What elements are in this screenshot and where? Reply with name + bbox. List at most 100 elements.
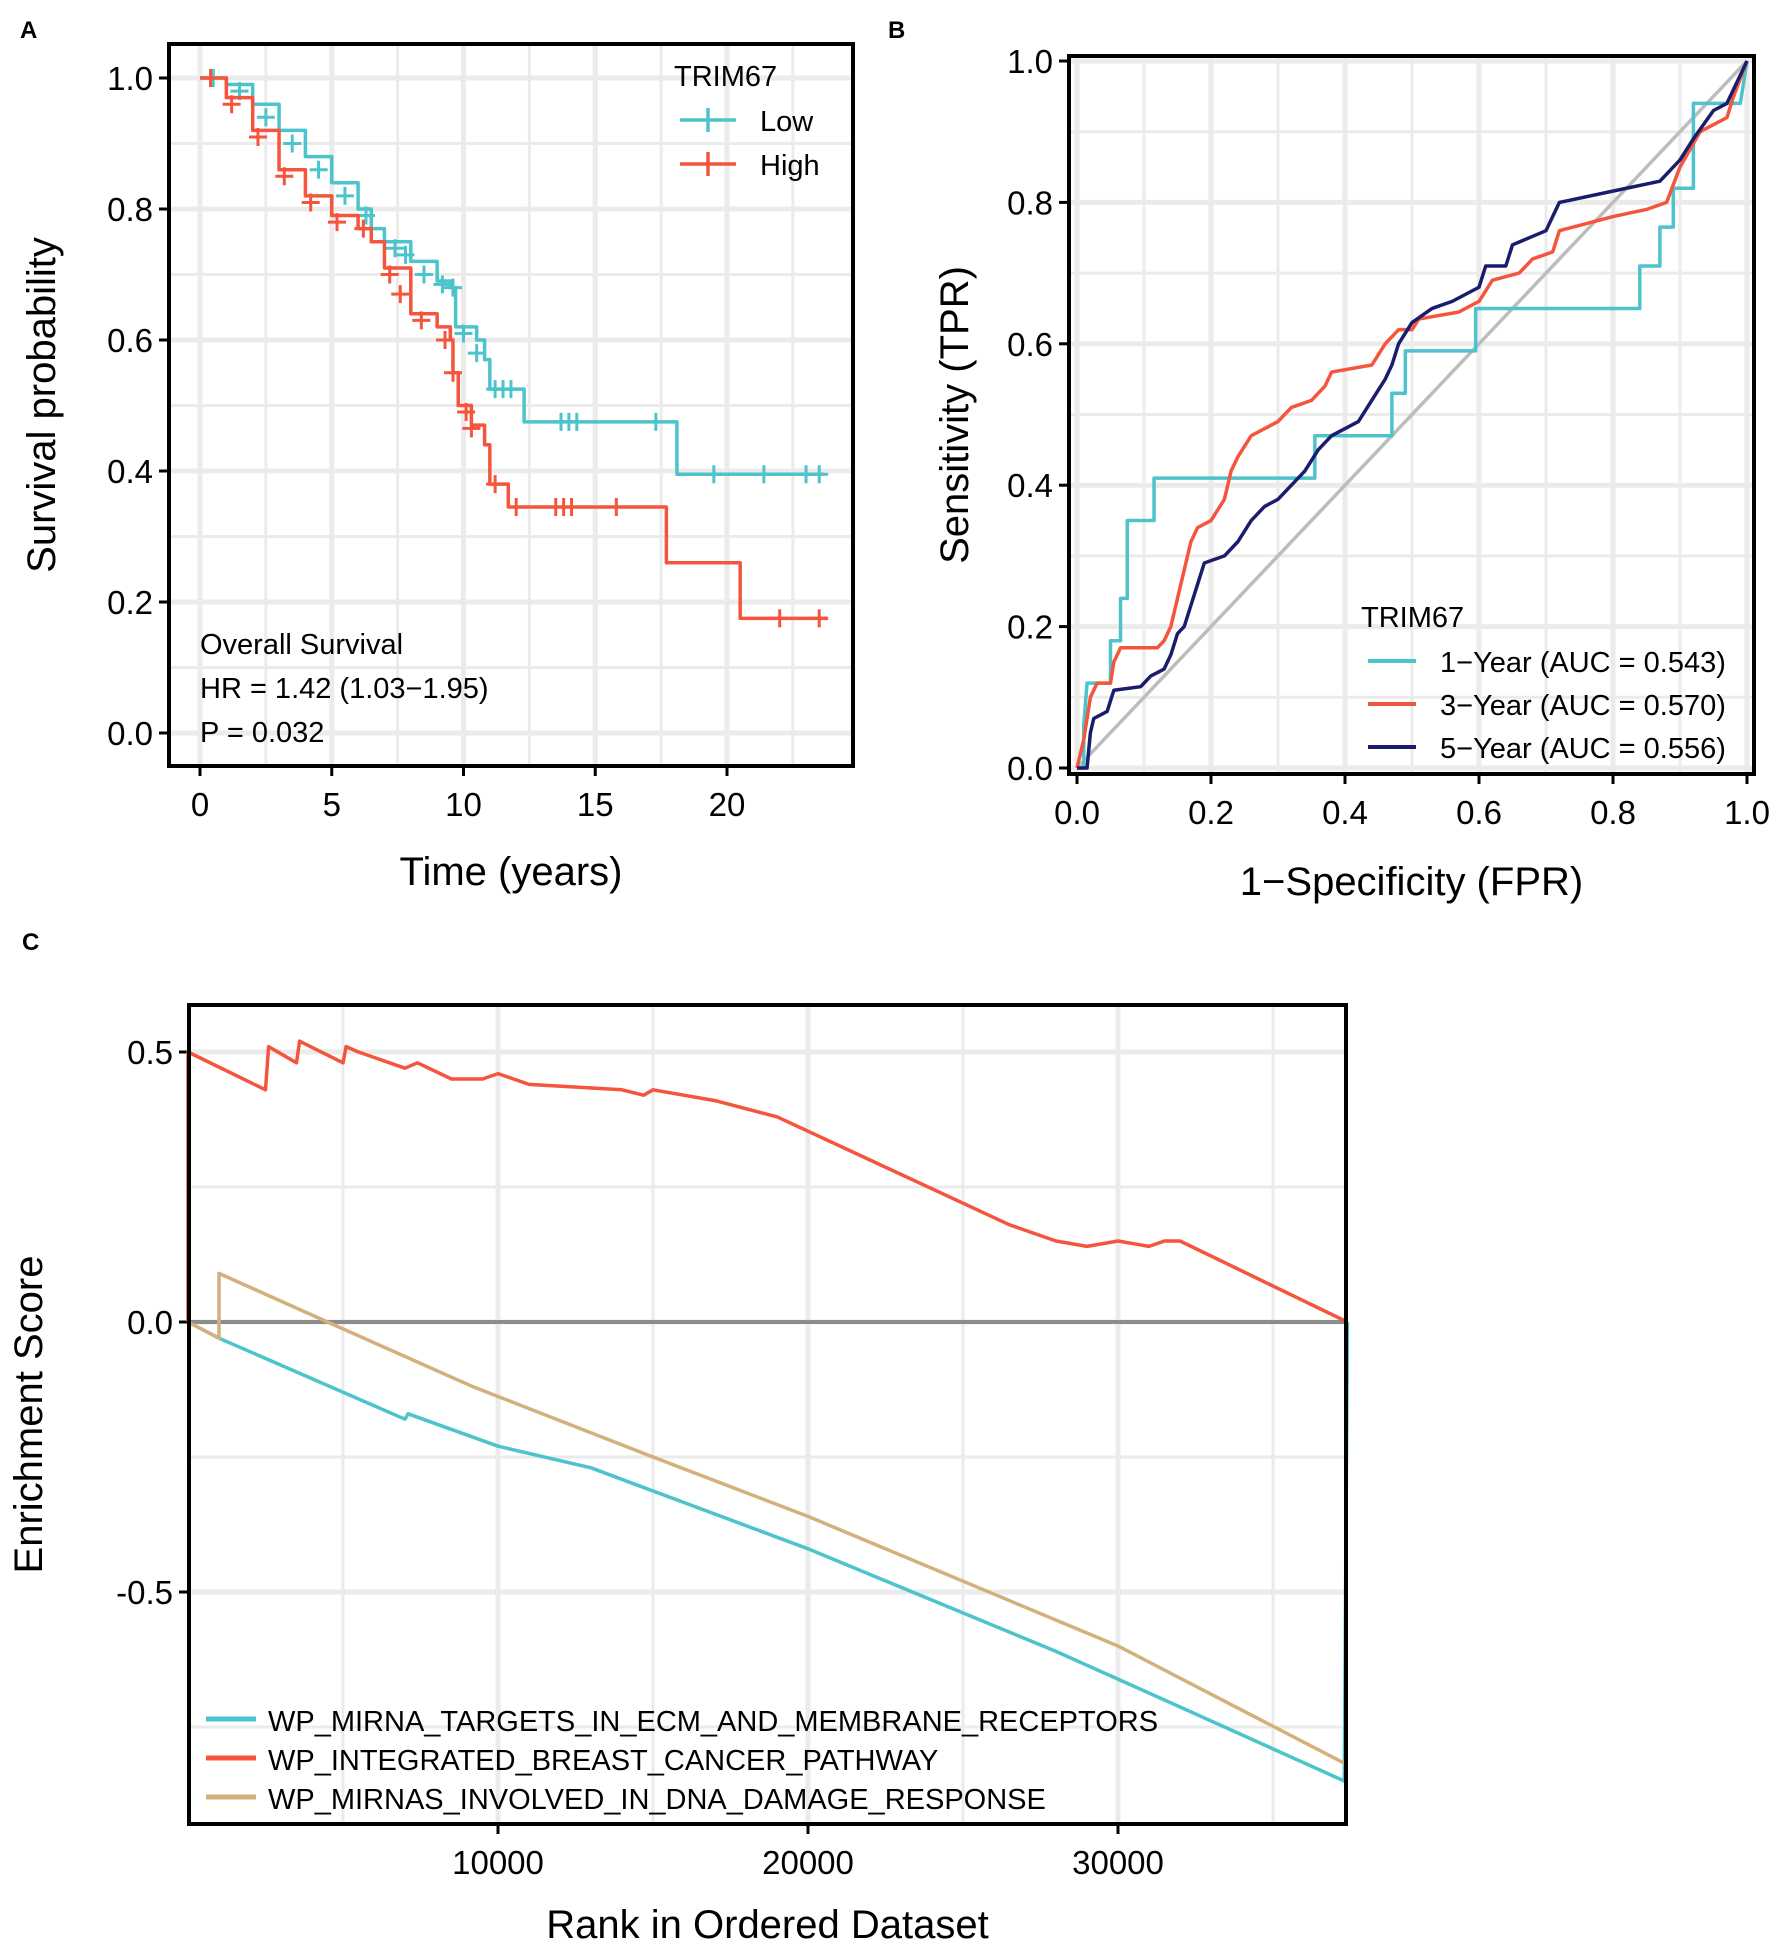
legend-key-low (680, 108, 736, 132)
annotation: HR = 1.42 (1.03−1.95) (200, 673, 489, 705)
y-tick-label: 0.2 (1007, 609, 1053, 646)
roc-curve-1-year (1077, 60, 1749, 770)
x-tick-label: 30000 (1072, 1844, 1164, 1881)
censor-mark (646, 412, 665, 431)
censor-mark (275, 167, 294, 186)
y-tick-label: 1.0 (1007, 43, 1053, 80)
x-tick-label: 20000 (762, 1844, 854, 1881)
censor-mark (396, 245, 415, 264)
plot-border (1067, 54, 1756, 776)
enrichment-curve (187, 1320, 1350, 1783)
panel-label-c: C (22, 929, 39, 956)
x-tick-label: 0.2 (1188, 794, 1234, 831)
x-tick-label: 0.0 (1054, 794, 1100, 831)
censor-mark (412, 311, 431, 330)
censor-mark (380, 265, 399, 284)
y-tick-label: 0.2 (107, 584, 153, 621)
censor-mark (810, 465, 829, 484)
y-axis-label: Enrichment Score (7, 1256, 51, 1574)
enrichment-curve (186, 1039, 1349, 1324)
x-axis-label: Time (years) (400, 850, 623, 894)
x-axis-label: Rank in Ordered Dataset (546, 1903, 988, 1947)
censor-mark (810, 609, 829, 628)
y-tick-label: 0.5 (127, 1034, 173, 1071)
censor-mark (462, 419, 481, 438)
plot-background (189, 1005, 1346, 1824)
censor-mark (467, 344, 486, 363)
censor-mark (507, 498, 526, 517)
legend-label: 1−Year (AUC = 0.543) (1440, 647, 1726, 679)
legend-label: WP_MIRNA_TARGETS_IN_ECM_AND_MEMBRANE_REC… (268, 1706, 1158, 1738)
censor-mark (501, 380, 520, 399)
censor-mark (567, 412, 586, 431)
plot-border (167, 42, 855, 768)
roc-curve-3-year (1075, 60, 1749, 769)
x-tick-label: 10 (445, 786, 482, 823)
panel-label-a: A (20, 17, 37, 44)
y-tick-label: 0.8 (107, 191, 153, 228)
censor-mark (754, 465, 773, 484)
y-tick-label: 1.0 (107, 60, 153, 97)
censor-mark (414, 265, 433, 284)
legend-label: WP_INTEGRATED_BREAST_CANCER_PATHWAY (268, 1745, 938, 1777)
reference-diagonal (1075, 59, 1749, 770)
legend-label: 5−Year (AUC = 0.556) (1440, 733, 1726, 765)
x-tick-label: 5 (323, 786, 341, 823)
roc-curve-5-year (1077, 60, 1749, 770)
km-curve-low (200, 76, 825, 477)
y-axis-label: Survival probability (20, 237, 64, 573)
y-tick-label: 0.4 (107, 453, 153, 490)
y-tick-label: 0.0 (1007, 750, 1053, 787)
censor-mark (301, 193, 320, 212)
censor-mark (443, 278, 462, 297)
legend-title: TRIM67 (1361, 602, 1464, 634)
x-axis-label: 1−Specificity (FPR) (1240, 860, 1583, 904)
censor-mark (283, 134, 302, 153)
y-tick-label: 0.8 (1007, 184, 1053, 221)
censor-mark (436, 331, 455, 349)
x-tick-label: 20 (709, 786, 746, 823)
x-tick-label: 15 (577, 786, 614, 823)
y-tick-label: 0.4 (1007, 467, 1053, 504)
censor-mark (222, 95, 241, 114)
annotation: Overall Survival (200, 629, 403, 661)
censor-mark (704, 465, 723, 484)
legend-label: 3−Year (AUC = 0.570) (1440, 690, 1726, 722)
enrichment-curve (187, 1271, 1349, 1767)
censor-mark (443, 363, 462, 382)
censor-mark (354, 219, 373, 238)
censor-mark (328, 213, 347, 232)
survival-chart: 0 5 10 15 20 0.0 0.2 0.4 0.6 0.8 1.0 Time (years) Su… (20, 42, 855, 894)
legend-title: TRIM67 (674, 61, 777, 93)
x-tick-label: 10000 (452, 1844, 544, 1881)
legend-label: High (760, 150, 820, 182)
plot-border (187, 1003, 1348, 1826)
censor-mark (201, 69, 220, 87)
censor-mark (385, 239, 404, 258)
y-tick-label: 0.0 (107, 715, 153, 752)
y-tick-label: 0.6 (1007, 326, 1053, 363)
gsea-chart: 10000 20000 30000 -0.5 0.0 0.5 Rank in Ordered… (7, 1003, 1350, 1947)
y-tick-label: 0.6 (107, 322, 153, 359)
legend-label: Low (760, 106, 814, 138)
panel-label-b: B (888, 17, 905, 44)
censor-mark (562, 498, 581, 517)
censor-mark (433, 275, 452, 294)
x-tick-label: 0 (191, 786, 209, 823)
x-tick-label: 1.0 (1724, 794, 1770, 831)
censor-mark (607, 498, 626, 517)
censor-mark (309, 160, 328, 179)
legend-key-high (680, 152, 736, 176)
x-tick-label: 0.8 (1590, 794, 1636, 831)
censor-mark (486, 475, 505, 494)
y-tick-label: -0.5 (116, 1574, 173, 1611)
censor-mark (248, 127, 267, 146)
censor-mark (391, 285, 410, 304)
censor-mark (770, 609, 789, 628)
censor-mark (454, 324, 473, 343)
roc-chart: 0.0 0.2 0.4 0.6 0.8 1.0 0.0 0.2 0.4 0.6 0.8 1.0 1−Sp… (933, 43, 1770, 904)
x-tick-label: 0.4 (1322, 794, 1368, 831)
x-tick-label: 0.6 (1456, 794, 1502, 831)
legend-label: WP_MIRNAS_INVOLVED_IN_DNA_DAMAGE_RESPONS… (268, 1784, 1046, 1816)
